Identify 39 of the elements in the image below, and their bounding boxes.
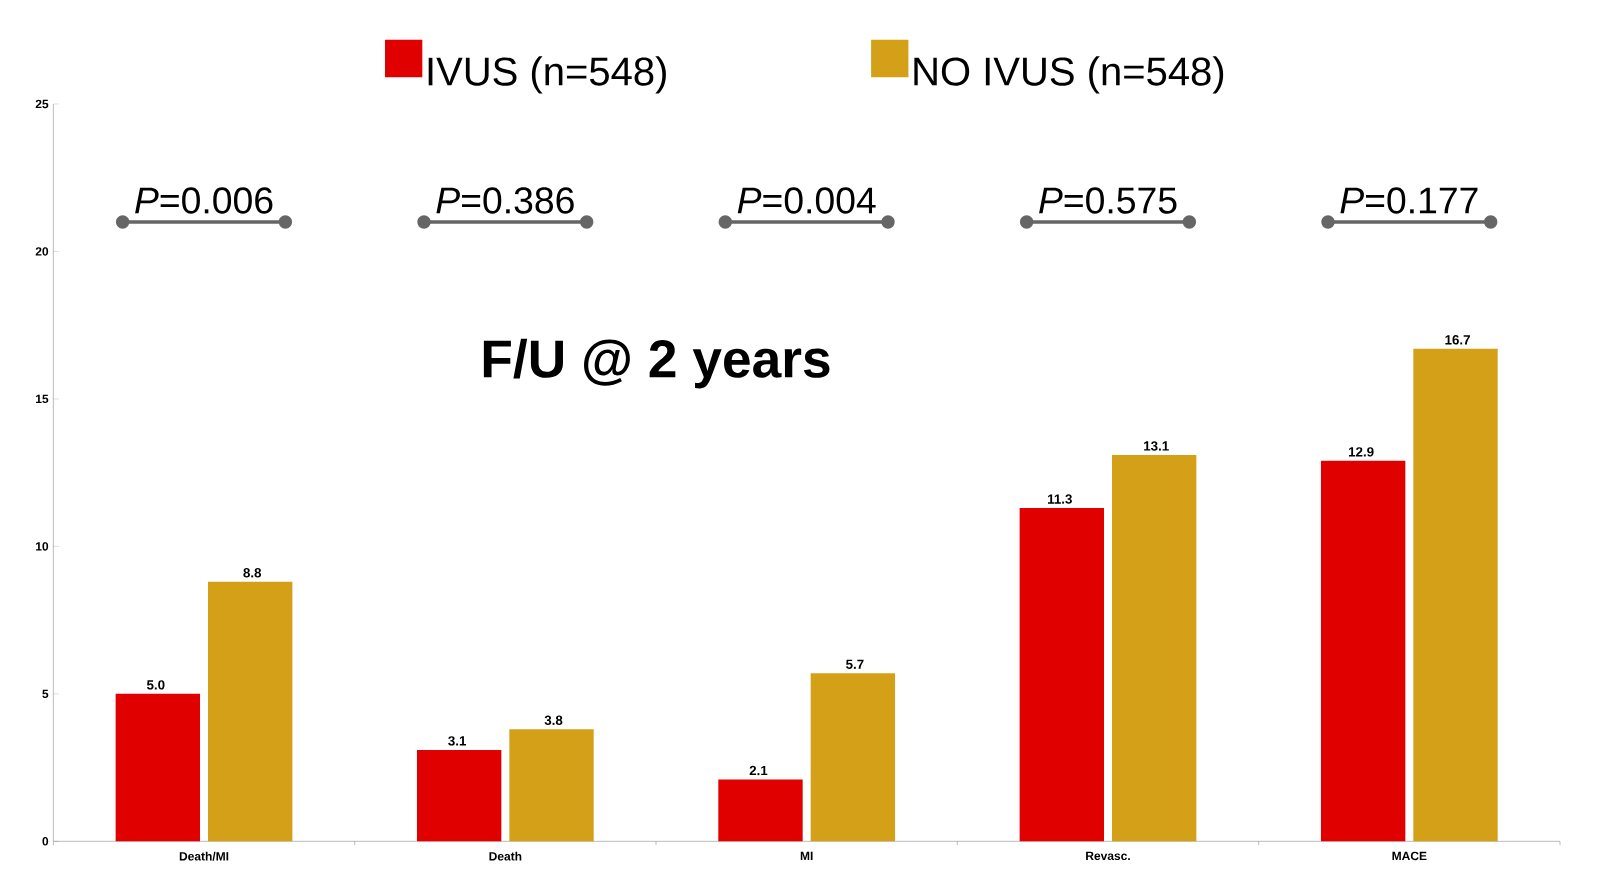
- x-tick-label: MACE: [1392, 851, 1427, 861]
- legend-label: NO IVUS (n=548): [914, 56, 1224, 94]
- annotation: P=0.177: [1340, 187, 1478, 214]
- y-tick-label: 10: [36, 542, 49, 551]
- y-tick-label: 15: [36, 394, 49, 404]
- bar: [810, 673, 896, 842]
- bar: [1320, 460, 1406, 842]
- y-tick-label: 0: [42, 837, 49, 846]
- bar: [416, 749, 502, 842]
- data-label: 3.1: [448, 736, 467, 746]
- data-label: 3.8: [544, 715, 563, 725]
- annotation: P=0.575: [1039, 187, 1177, 214]
- y-tick-label: 25: [35, 99, 49, 109]
- x-tick-label: MI: [800, 851, 813, 860]
- bar: [509, 729, 594, 842]
- data-label: 11.3: [1048, 494, 1072, 504]
- bar: [1112, 454, 1197, 842]
- bar: [208, 581, 293, 842]
- data-label: 5.7: [846, 659, 864, 669]
- data-label: 12.9: [1348, 447, 1374, 457]
- bar: [1413, 348, 1498, 842]
- data-label: 5.0: [146, 680, 165, 690]
- data-label: 13.1: [1144, 441, 1169, 451]
- bar: [1019, 508, 1104, 842]
- annotation: P=0.386: [436, 187, 574, 214]
- data-label: 8.8: [243, 568, 262, 578]
- data-label: 16.7: [1445, 335, 1470, 345]
- data-label: 2.1: [749, 765, 768, 776]
- x-tick-label: Death/MI: [179, 851, 229, 861]
- legend-label: IVUS (n=548): [428, 56, 666, 94]
- y-tick-label: 5: [42, 689, 49, 699]
- y-tick-label: 20: [35, 247, 49, 256]
- annotation: F/U @ 2 years: [483, 338, 830, 389]
- x-tick-label: Revasc.: [1086, 851, 1130, 861]
- bar: [115, 693, 201, 842]
- annotation: P=0.004: [737, 187, 876, 214]
- bar: [718, 779, 803, 842]
- annotation: P=0.006: [135, 187, 273, 214]
- x-tick-label: Death: [489, 851, 522, 861]
